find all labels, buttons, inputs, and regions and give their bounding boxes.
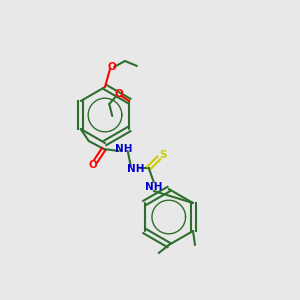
Text: O: O (115, 89, 124, 99)
Text: NH: NH (145, 182, 163, 192)
Text: O: O (108, 62, 116, 72)
Text: NH: NH (127, 164, 145, 174)
Text: NH: NH (115, 144, 133, 154)
Text: S: S (159, 150, 166, 160)
Text: O: O (88, 160, 97, 170)
